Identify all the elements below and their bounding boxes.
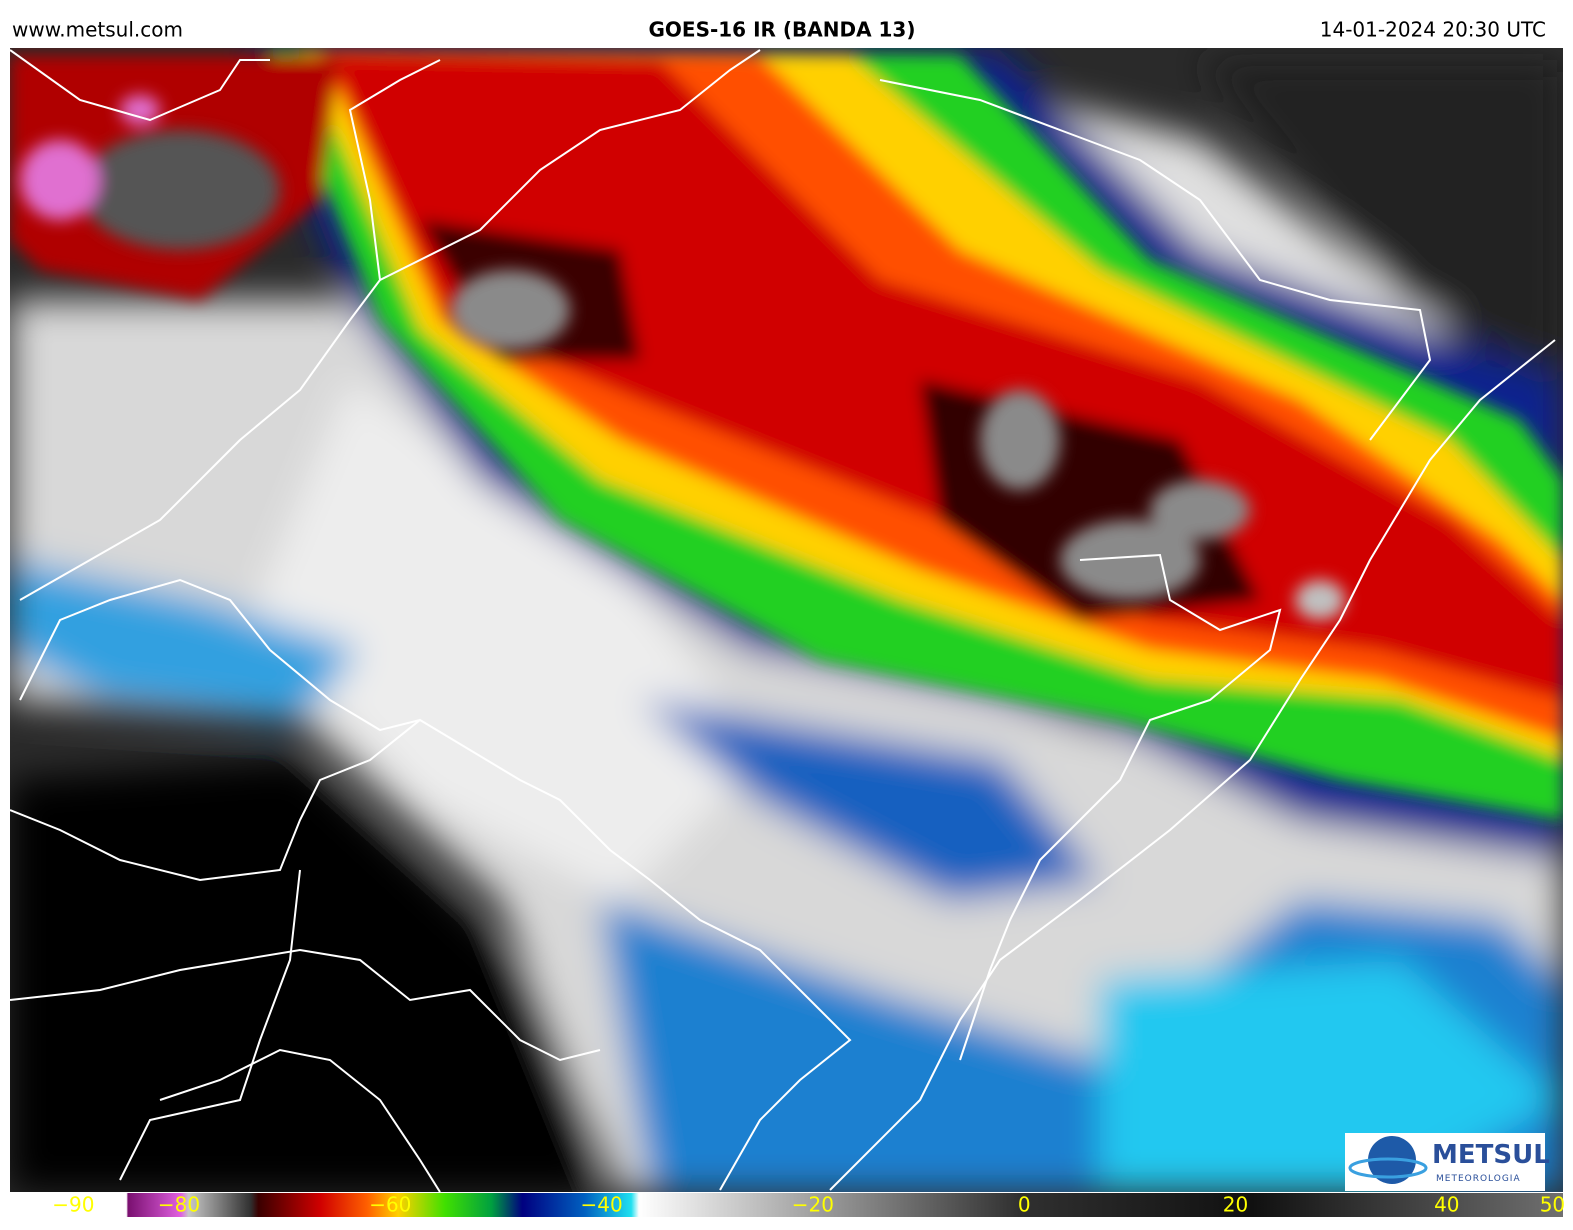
colorbar-tick-label: 40 bbox=[1434, 1193, 1459, 1217]
colorbar bbox=[10, 1193, 1563, 1217]
logo-ring bbox=[1348, 1157, 1428, 1179]
colorbar-tick-label: −40 bbox=[581, 1193, 623, 1217]
colorbar-tick-label: 20 bbox=[1223, 1193, 1248, 1217]
logo: METSUL METEOROLOGIA bbox=[1345, 1133, 1550, 1191]
site-url: www.metsul.com bbox=[12, 18, 183, 42]
colorbar-tick-label: −80 bbox=[158, 1193, 200, 1217]
logo-name: METSUL bbox=[1432, 1140, 1550, 1170]
colorbar-tick-label: −90 bbox=[52, 1193, 94, 1217]
colorbar-tick-label: 0 bbox=[1018, 1193, 1031, 1217]
colorbar-tick-label: −60 bbox=[369, 1193, 411, 1217]
satellite-image bbox=[10, 48, 1563, 1192]
logo-subtitle: METEOROLOGIA bbox=[1436, 1174, 1521, 1184]
image-title: GOES-16 IR (BANDA 13) bbox=[648, 18, 915, 42]
colorbar-tick-label: −20 bbox=[792, 1193, 834, 1217]
timestamp: 14-01-2024 20:30 UTC bbox=[1320, 18, 1546, 42]
colorbar-ticks: −90 −80 −60 −40 −20 0 20 40 50 bbox=[52, 1193, 1565, 1217]
colorbar-tick-label: 50 bbox=[1540, 1193, 1565, 1217]
